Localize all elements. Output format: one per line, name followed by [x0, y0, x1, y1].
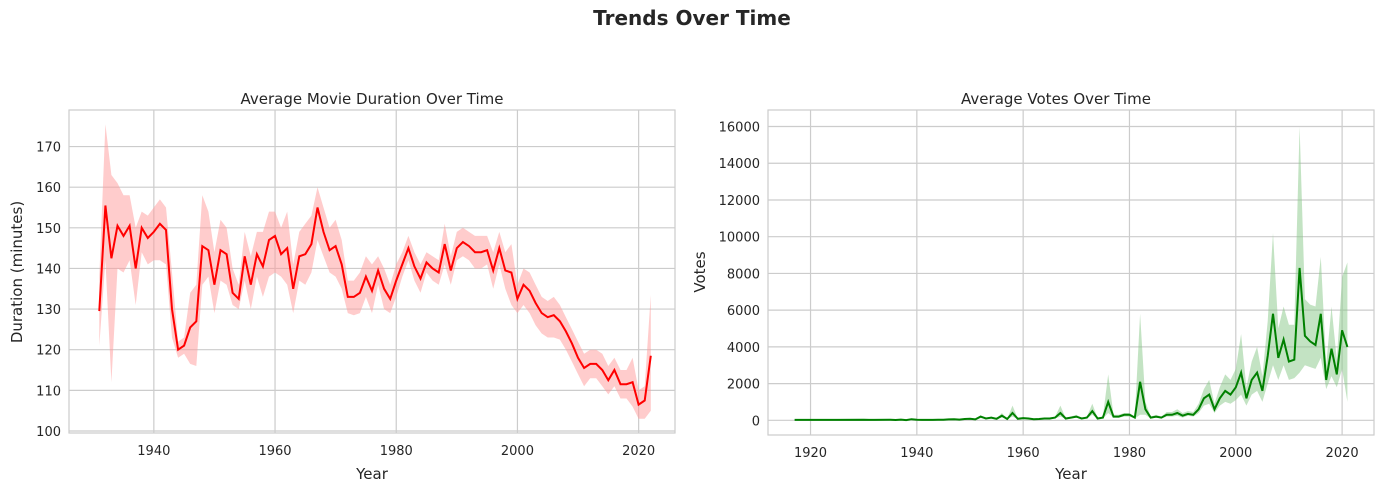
votes-x-tick-label: 1980	[1113, 446, 1146, 461]
votes-y-tick-label: 14000	[719, 157, 760, 172]
votes-grid	[768, 110, 1374, 435]
duration-chart: Average Movie Duration Over Time 1940 196…	[8, 90, 676, 483]
duration-y-axis-label: Duration (minutes)	[8, 201, 26, 343]
duration-y-tick-label: 130	[36, 303, 61, 318]
votes-line	[794, 267, 1349, 422]
duration-y-tick-label: 160	[36, 181, 61, 196]
votes-y-tick-label: 16000	[719, 121, 760, 136]
duration-confidence-band	[99, 124, 651, 419]
duration-x-tick-label: 2000	[501, 444, 534, 459]
duration-x-tick-label: 1980	[380, 444, 413, 459]
votes-y-ticks: 0 2000 4000 6000 8000 10000 12000 14000 16000	[719, 121, 760, 430]
duration-y-ticks: 100 110 120 130 140 150 160 170	[36, 141, 61, 440]
duration-line	[98, 205, 652, 407]
votes-x-ticks: 1920 1940 1960 1980 2000 2020	[794, 446, 1359, 461]
votes-y-tick-label: 0	[752, 414, 760, 429]
votes-y-axis-label: Votes	[691, 251, 709, 292]
duration-y-tick-label: 120	[36, 344, 61, 359]
votes-y-tick-label: 8000	[727, 267, 760, 282]
votes-x-tick-label: 2000	[1219, 446, 1252, 461]
votes-x-tick-label: 1920	[794, 446, 827, 461]
votes-y-tick-label: 4000	[727, 341, 760, 356]
votes-x-tick-label: 1940	[900, 446, 933, 461]
votes-plot-frame	[767, 109, 1375, 436]
votes-y-tick-label: 6000	[727, 304, 760, 319]
duration-x-tick-label: 1940	[137, 444, 170, 459]
duration-x-tick-label: 1960	[258, 444, 291, 459]
votes-y-tick-label: 10000	[719, 231, 760, 246]
votes-x-tick-label: 2020	[1326, 446, 1359, 461]
duration-y-tick-label: 140	[36, 262, 61, 277]
votes-y-tick-label: 12000	[719, 194, 760, 209]
duration-x-axis-label: Year	[355, 465, 389, 483]
duration-y-tick-label: 170	[36, 141, 61, 156]
duration-y-tick-label: 100	[36, 425, 61, 440]
duration-y-tick-label: 110	[36, 384, 61, 399]
duration-plot-frame	[68, 109, 676, 434]
votes-x-tick-label: 1960	[1007, 446, 1040, 461]
figure-title: Trends Over Time	[593, 6, 791, 30]
duration-x-ticks: 1940 1960 1980 2000 2020	[137, 444, 655, 459]
votes-chart: Average Votes Over Time 1920 1940 1960 1980…	[691, 90, 1375, 483]
votes-chart-title: Average Votes Over Time	[961, 90, 1151, 108]
votes-y-tick-label: 2000	[727, 378, 760, 393]
duration-x-tick-label: 2020	[622, 444, 655, 459]
duration-chart-title: Average Movie Duration Over Time	[241, 90, 504, 108]
duration-y-tick-label: 150	[36, 222, 61, 237]
votes-x-axis-label: Year	[1054, 465, 1088, 483]
